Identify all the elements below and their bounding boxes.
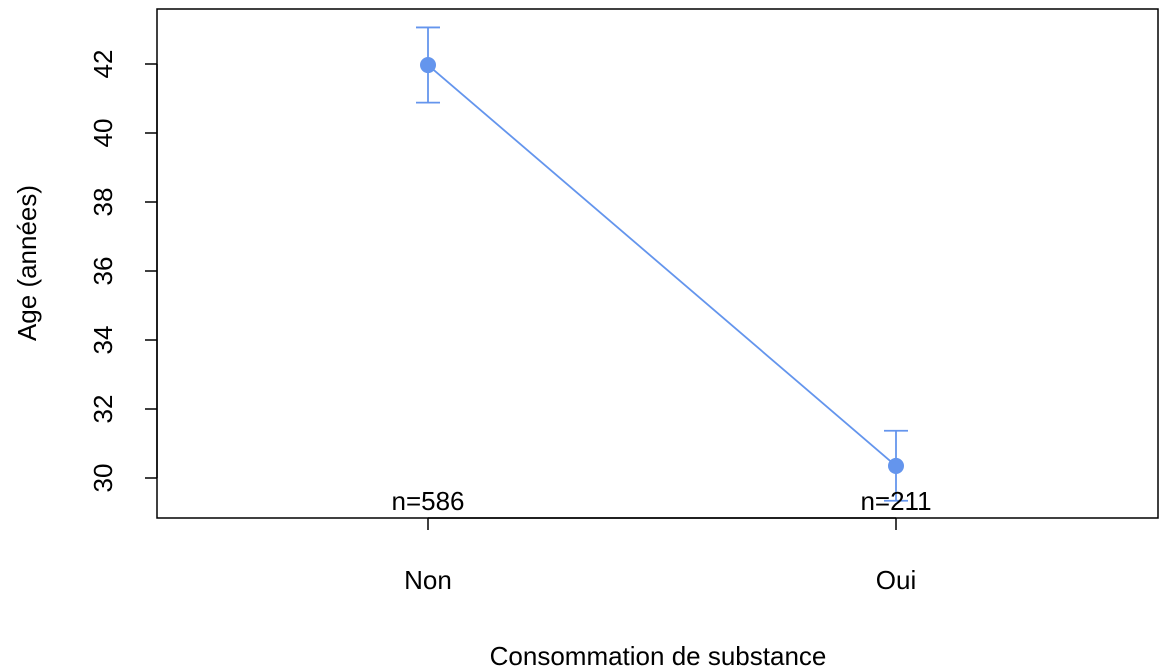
y-axis: 30 32 34 36 38 40 42 [88,50,158,493]
data-point-oui [888,457,904,474]
series-marks: n=586 n=211 [391,26,932,516]
n-label-oui: n=211 [860,486,931,516]
x-tick-label-non: Non [404,565,452,595]
data-point-non [420,57,436,74]
y-tick-label-40: 40 [88,119,118,148]
y-tick-label-36: 36 [88,257,118,286]
y-tick-label-42: 42 [88,50,118,79]
x-tick-label-oui: Oui [876,565,916,595]
x-axis: Non Oui [404,517,916,595]
y-tick-label-38: 38 [88,188,118,217]
y-axis-label: Age (années) [12,185,42,341]
plot-frame [156,8,1159,519]
series-line [427,64,897,467]
y-tick-label-30: 30 [88,464,118,493]
n-label-non: n=586 [391,486,464,516]
x-axis-label: Consommation de substance [490,641,827,668]
y-tick-label-32: 32 [88,395,118,424]
y-tick-label-34: 34 [88,326,118,355]
